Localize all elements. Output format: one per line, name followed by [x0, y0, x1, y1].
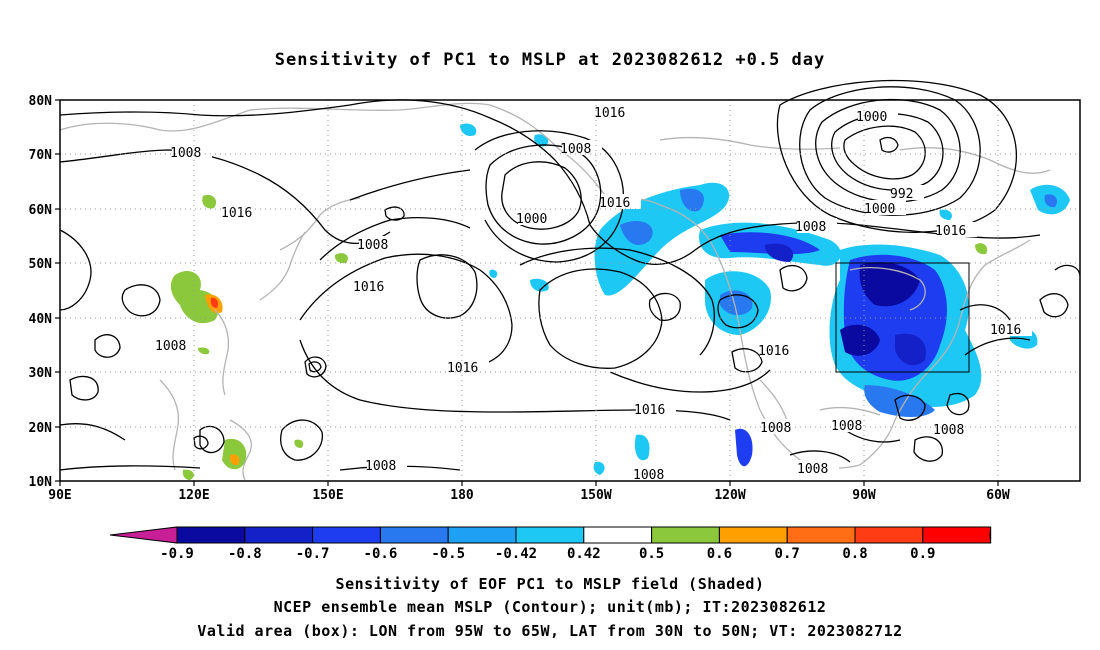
- colorbar-swatch: [854, 526, 924, 544]
- lon-label-150e: 150E: [312, 488, 343, 503]
- lat-label-20n: 20N: [29, 421, 53, 436]
- colorbar-swatch: [176, 526, 246, 544]
- colorbar-label: -0.5: [431, 546, 465, 562]
- lon-label-120w: 120W: [714, 488, 745, 503]
- colorbar-label: 0.7: [775, 546, 800, 562]
- contour-label-1000: 1000: [856, 110, 887, 125]
- colorbar-label: 0.42: [567, 546, 601, 562]
- lat-label-10n: 10N: [29, 475, 53, 490]
- colorbar-label: 0.6: [707, 546, 732, 562]
- colorbar-label: 0.8: [842, 546, 867, 562]
- latitude-labels: 80N 70N 60N 50N 40N 30N 20N 10N: [29, 94, 53, 490]
- contour-label-1016: 1016: [447, 361, 478, 376]
- colorbar-swatch: [922, 526, 992, 544]
- contour-label-1016: 1016: [353, 280, 384, 295]
- colorbar-label: -0.9: [160, 546, 194, 562]
- lon-label-90w: 90W: [852, 488, 876, 503]
- colorbar-label: -0.6: [364, 546, 398, 562]
- contour-label-1016: 1016: [594, 106, 625, 121]
- contour-labels: 1016 1008 1000 1008 1016 1000 992 1000 1…: [155, 104, 1032, 483]
- colorbar-swatch: [447, 526, 517, 544]
- colorbar: -0.9 -0.8 -0.7 -0.6 -0.5 -0.42 0.42 0.5 0.6 0.7 0.…: [109, 526, 992, 562]
- colorbar-label: 0.9: [910, 546, 935, 562]
- contour-label-1000: 1000: [864, 202, 895, 217]
- lon-label-150w: 150W: [580, 488, 611, 503]
- map-title: Sensitivity of PC1 to MSLP at 2023082612…: [274, 50, 826, 70]
- lat-label-50n: 50N: [29, 257, 53, 272]
- colorbar-label: -0.7: [296, 546, 330, 562]
- colorbar-swatch: [718, 526, 788, 544]
- longitude-labels: 90E 120E 150E 180 150W 120W 90W 60W: [48, 488, 1010, 503]
- contour-label-1000: 1000: [516, 212, 547, 227]
- contour-label-1016: 1016: [935, 224, 966, 239]
- colorbar-swatch: [786, 526, 856, 544]
- colorbar-swatch: [379, 526, 449, 544]
- colorbar-label: -0.8: [228, 546, 262, 562]
- colorbar-label: 0.5: [639, 546, 664, 562]
- lat-label-60n: 60N: [29, 203, 53, 218]
- colorbar-swatch: [515, 526, 585, 544]
- colorbar-swatch: [312, 526, 381, 544]
- colorbar-swatch: [583, 526, 653, 544]
- footer-valid-area: Valid area (box): LON from 95W to 65W, L…: [197, 622, 903, 640]
- contour-label-1016: 1016: [599, 196, 630, 211]
- contour-label-1008: 1008: [795, 220, 826, 235]
- valid-area-box: [835, 262, 970, 373]
- contour-label-1016: 1016: [990, 323, 1021, 338]
- contour-label-1008: 1008: [357, 238, 388, 253]
- colorbar-low-extend: [109, 526, 178, 544]
- shaded-sensitivity: [170, 123, 1070, 480]
- contour-label-992: 992: [890, 187, 913, 202]
- colorbar-high-extend: [989, 526, 992, 544]
- contour-label-1016: 1016: [758, 344, 789, 359]
- lat-label-30n: 30N: [29, 366, 53, 381]
- footer-contour-description: NCEP ensemble mean MSLP (Contour); unit(…: [273, 598, 827, 616]
- contour-label-1016: 1016: [634, 403, 665, 418]
- contour-label-1008: 1008: [933, 423, 964, 438]
- lon-label-120e: 120E: [178, 488, 209, 503]
- contour-label-1008: 1008: [365, 459, 396, 474]
- contour-label-1008: 1008: [633, 468, 664, 483]
- footer-shaded-description: Sensitivity of EOF PC1 to MSLP field (Sh…: [335, 575, 765, 593]
- lon-label-180: 180: [450, 488, 474, 503]
- mslp-contours: [59, 79, 1081, 471]
- lat-label-80n: 80N: [29, 94, 53, 109]
- contour-label-1008: 1008: [760, 421, 791, 436]
- map-frame: [59, 99, 1081, 482]
- coastlines: [59, 102, 1051, 481]
- contour-label-1016: 1016: [221, 206, 252, 221]
- lat-label-40n: 40N: [29, 312, 53, 327]
- colorbar-swatch: [651, 526, 720, 544]
- colorbar-label: -0.42: [495, 546, 537, 562]
- lat-label-70n: 70N: [29, 148, 53, 163]
- contour-label-1008: 1008: [560, 142, 591, 157]
- lon-label-90e: 90E: [48, 488, 71, 503]
- contour-label-1008: 1008: [155, 339, 186, 354]
- lon-label-60w: 60W: [986, 488, 1010, 503]
- sensitivity-map: 1016 1008 1000 1008 1016 1000 992 1000 1…: [29, 79, 1081, 562]
- contour-label-1008: 1008: [797, 462, 828, 477]
- axis-ticks: [55, 99, 999, 486]
- colorbar-swatch: [244, 526, 314, 544]
- contour-label-1008: 1008: [831, 419, 862, 434]
